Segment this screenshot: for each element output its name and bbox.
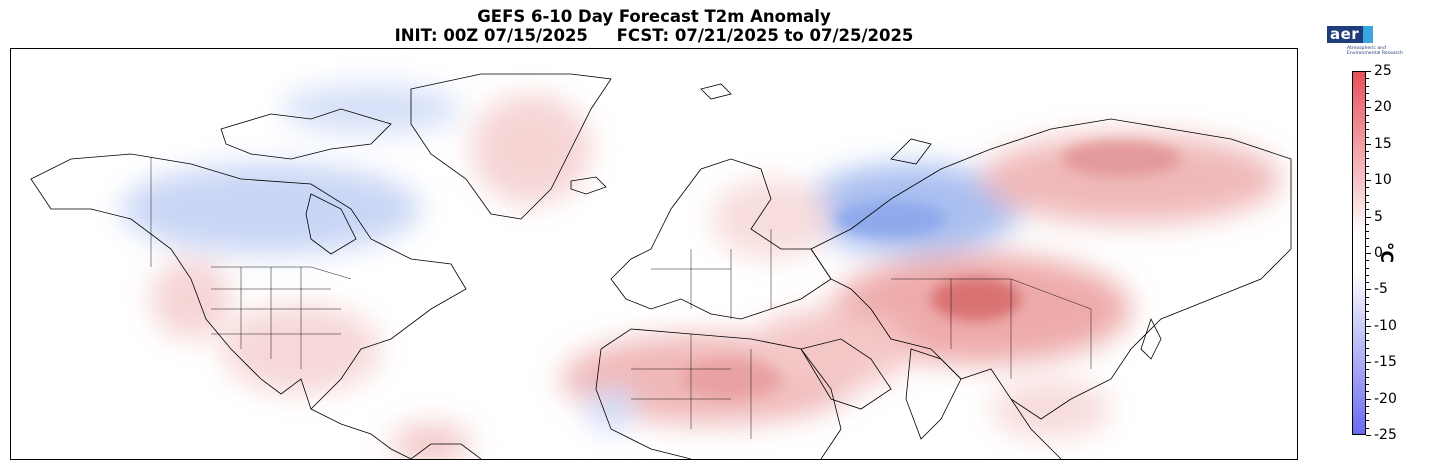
title-line-2: INIT: 00Z 07/15/2025 FCST: 07/21/2025 to… bbox=[394, 26, 914, 45]
colorbar-minor-tick bbox=[1366, 304, 1369, 305]
colorbar-minor-tick bbox=[1366, 195, 1369, 196]
southeast-asia bbox=[1010, 398, 1062, 459]
novaya-zemlya bbox=[890, 138, 932, 165]
colorbar-tick bbox=[1366, 253, 1371, 254]
colorbar-tick bbox=[1366, 217, 1371, 218]
logo-wordmark: aer bbox=[1330, 25, 1360, 43]
colorbar-minor-tick bbox=[1366, 100, 1369, 101]
hudson-bay bbox=[305, 193, 357, 255]
asia bbox=[810, 118, 1292, 420]
colorbar-tick bbox=[1366, 144, 1371, 145]
aer-logo: aer Atmospheric and Environmental Resear… bbox=[1327, 25, 1407, 66]
map-title: GEFS 6-10 Day Forecast T2m Anomaly INIT:… bbox=[10, 7, 1298, 45]
colorbar-minor-tick bbox=[1366, 137, 1369, 138]
logo-tagline: Atmospheric and Environmental Research bbox=[1347, 46, 1403, 56]
colorbar-minor-tick bbox=[1366, 348, 1369, 349]
north-america-coast bbox=[30, 153, 467, 410]
colorbar-minor-tick bbox=[1366, 238, 1369, 239]
colorbar-minor-tick bbox=[1366, 384, 1369, 385]
japan bbox=[1140, 317, 1162, 360]
colorbar-minor-tick bbox=[1366, 187, 1369, 188]
colorbar-minor-tick bbox=[1366, 209, 1369, 210]
colorbar-tick-label: 0 bbox=[1374, 245, 1383, 261]
colorbar-minor-tick bbox=[1366, 231, 1369, 232]
political-borders bbox=[150, 157, 1092, 439]
anomaly-map bbox=[30, 73, 1292, 459]
colorbar-tick-label: 15 bbox=[1374, 136, 1392, 152]
colorbar-minor-tick bbox=[1366, 268, 1369, 269]
us-states-grid bbox=[211, 267, 341, 369]
iceland bbox=[570, 176, 607, 195]
colorbar-minor-tick bbox=[1366, 406, 1369, 407]
colorbar-tick bbox=[1366, 289, 1371, 290]
colorbar-tick-label: 5 bbox=[1374, 209, 1383, 225]
colorbar-minor-tick bbox=[1366, 275, 1369, 276]
colorbar-minor-tick bbox=[1366, 202, 1369, 203]
colorbar-minor-tick bbox=[1366, 93, 1369, 94]
colorbar-tick-label: -20 bbox=[1374, 391, 1397, 407]
colorbar-minor-tick bbox=[1366, 246, 1369, 247]
colorbar-tick-label: -10 bbox=[1374, 318, 1397, 334]
colorbar-tick-label: -15 bbox=[1374, 354, 1397, 370]
colorbar-minor-tick bbox=[1366, 129, 1369, 130]
colorbar-minor-tick bbox=[1366, 420, 1369, 421]
colorbar-tick-label: -5 bbox=[1374, 281, 1388, 297]
colorbar-minor-tick bbox=[1366, 428, 1369, 429]
south-america-top bbox=[410, 443, 482, 459]
colorbar-tick bbox=[1366, 71, 1371, 72]
greenland bbox=[410, 73, 612, 220]
colorbar-minor-tick bbox=[1366, 86, 1369, 87]
colorbar-minor-tick bbox=[1366, 224, 1369, 225]
svalbard bbox=[700, 83, 732, 100]
colorbar-minor-tick bbox=[1366, 115, 1369, 116]
colorbar-minor-tick bbox=[1366, 297, 1369, 298]
africa-borders bbox=[631, 334, 752, 439]
logo-box: aer bbox=[1327, 25, 1373, 43]
colorbar-tick-label: -25 bbox=[1374, 427, 1397, 443]
europe-borders bbox=[651, 229, 772, 319]
canadian-islands bbox=[220, 108, 392, 160]
colorbar-minor-tick bbox=[1366, 166, 1369, 167]
logo-wave bbox=[1363, 26, 1373, 43]
colorbar-minor-tick bbox=[1366, 260, 1369, 261]
map-frame bbox=[10, 48, 1298, 460]
africa bbox=[595, 328, 842, 459]
title-line-1: GEFS 6-10 Day Forecast T2m Anomaly bbox=[477, 7, 831, 26]
colorbar-minor-tick bbox=[1366, 319, 1369, 320]
colorbar-minor-tick bbox=[1366, 282, 1369, 283]
colorbar-tick bbox=[1366, 107, 1371, 108]
colorbar-tick-label: 10 bbox=[1374, 172, 1392, 188]
coastlines bbox=[30, 73, 1292, 459]
colorbar-tick bbox=[1366, 180, 1371, 181]
colorbar-minor-tick bbox=[1366, 122, 1369, 123]
europe bbox=[610, 158, 832, 320]
colorbar-minor-tick bbox=[1366, 413, 1369, 414]
colorbar-tick bbox=[1366, 362, 1371, 363]
colorbar-minor-tick bbox=[1366, 377, 1369, 378]
colorbar-minor-tick bbox=[1366, 369, 1369, 370]
asia-borders bbox=[891, 278, 1092, 379]
colorbar-minor-tick bbox=[1366, 78, 1369, 79]
colorbar-tick-label: 25 bbox=[1374, 63, 1392, 79]
us-canada-border bbox=[211, 266, 352, 280]
colorbar-tick bbox=[1366, 399, 1371, 400]
central-america bbox=[310, 408, 412, 459]
colorbar-minor-tick bbox=[1366, 355, 1369, 356]
colorbar-minor-tick bbox=[1366, 333, 1369, 334]
colorbar-minor-tick bbox=[1366, 391, 1369, 392]
colorbar-minor-tick bbox=[1366, 173, 1369, 174]
colorbar-tick bbox=[1366, 326, 1371, 327]
india bbox=[905, 348, 962, 440]
colorbar-minor-tick bbox=[1366, 311, 1369, 312]
colorbar-tick-label: 20 bbox=[1374, 99, 1392, 115]
colorbar bbox=[1352, 71, 1366, 435]
anomaly-shading bbox=[121, 84, 1281, 459]
arabia bbox=[800, 338, 892, 410]
colorbar-tick bbox=[1366, 435, 1371, 436]
colorbar-minor-tick bbox=[1366, 158, 1369, 159]
colorbar-minor-tick bbox=[1366, 340, 1369, 341]
colorbar-minor-tick bbox=[1366, 151, 1369, 152]
